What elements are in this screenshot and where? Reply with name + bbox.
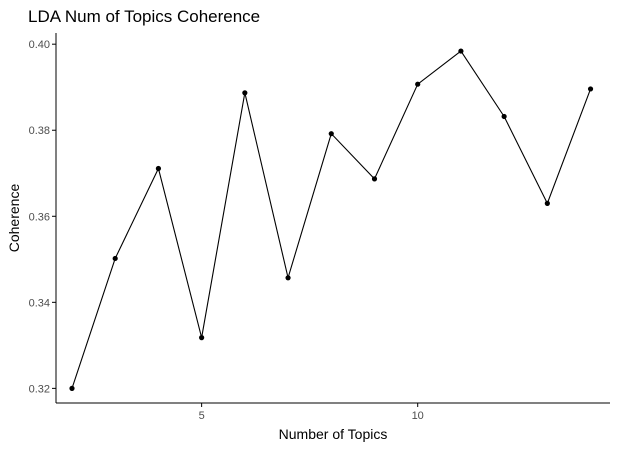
series-line [71,50,592,389]
x-tick-label: 10 [412,410,424,422]
data-point [458,48,464,54]
y-tick-label: 0.38 [29,125,50,137]
x-tick-label: 5 [199,410,205,422]
data-point [371,176,378,182]
data-point [112,255,118,262]
data-point [587,86,594,92]
y-tick-label: 0.36 [29,211,50,223]
x-axis-ticks: 5 10 [199,403,424,422]
x-axis-title: Number of Topics [279,426,388,442]
y-tick-label: 0.34 [29,297,50,309]
y-axis-ticks: 0.32 0.34 0.36 0.38 0.40 [29,39,56,395]
data-point [544,200,550,206]
data-point [69,385,75,391]
data-point [501,113,507,120]
data-point [242,90,248,96]
plot-area [69,48,594,391]
data-point [415,81,421,87]
data-point [285,275,291,281]
data-point [155,165,162,172]
y-axis-title: Coherence [6,184,22,253]
data-point [328,131,334,137]
data-point [199,335,205,341]
y-tick-label: 0.40 [29,39,50,51]
chart-title: LDA Num of Topics Coherence [28,7,260,26]
y-tick-label: 0.32 [29,383,50,395]
